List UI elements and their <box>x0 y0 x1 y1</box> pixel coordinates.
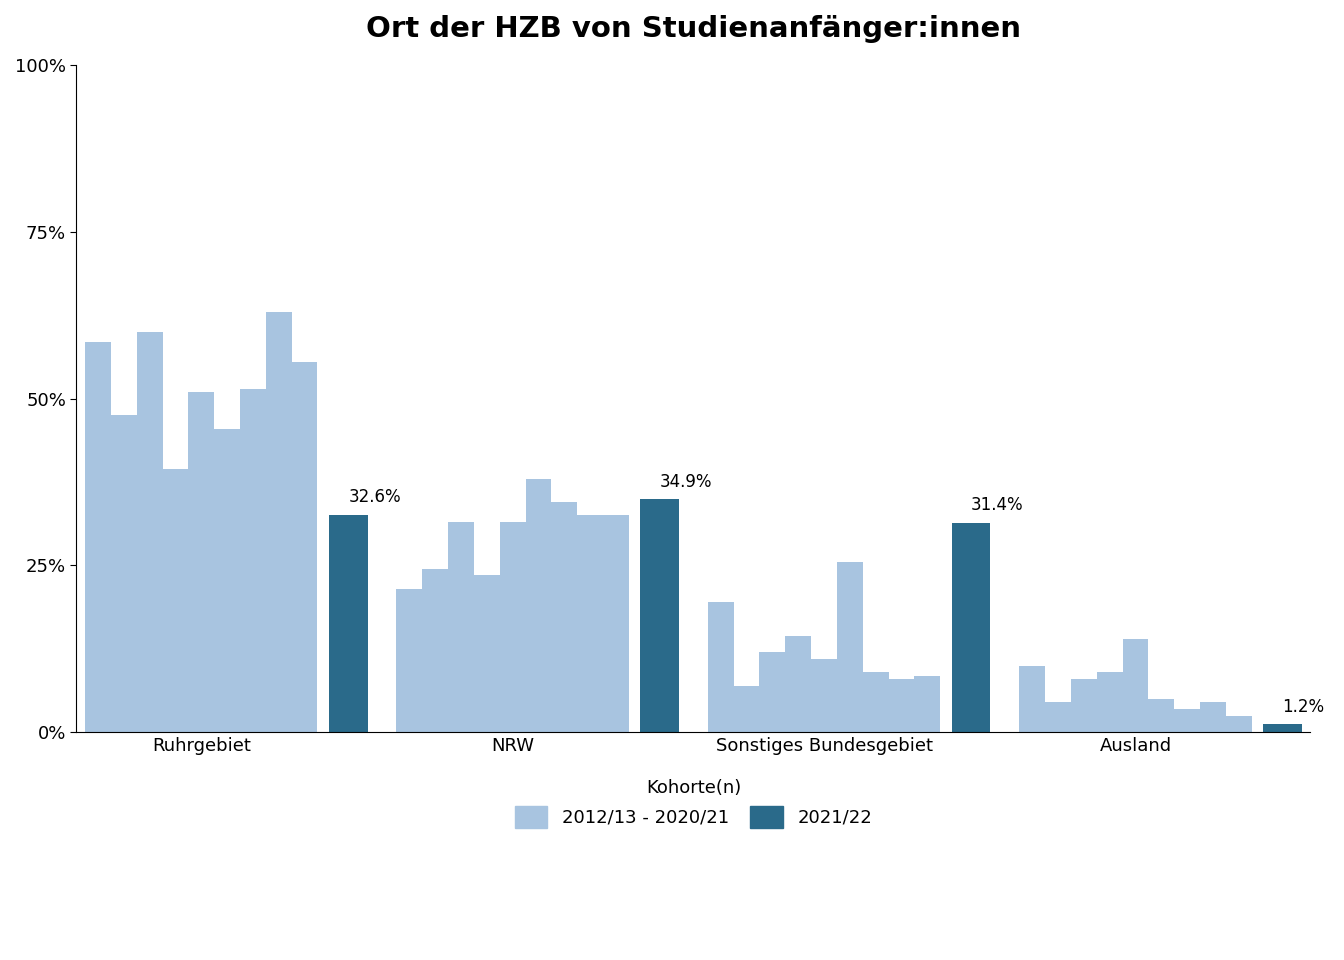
Bar <box>396 588 422 732</box>
Bar <box>1046 703 1071 732</box>
Bar <box>1097 672 1122 732</box>
Bar <box>1226 715 1251 732</box>
Bar <box>952 523 991 732</box>
Text: 32.6%: 32.6% <box>348 488 401 506</box>
Bar <box>1175 709 1200 732</box>
Bar <box>241 389 266 732</box>
Bar <box>188 392 214 732</box>
Bar <box>214 428 241 732</box>
Bar <box>110 416 137 732</box>
Legend: 2012/13 - 2020/21, 2021/22: 2012/13 - 2020/21, 2021/22 <box>505 770 882 837</box>
Bar <box>759 652 785 732</box>
Bar <box>551 502 577 732</box>
Text: 1.2%: 1.2% <box>1282 698 1325 715</box>
Bar <box>888 679 914 732</box>
Bar <box>1019 665 1046 732</box>
Bar <box>422 569 448 732</box>
Bar <box>785 636 812 732</box>
Bar <box>526 479 551 732</box>
Bar <box>1122 639 1148 732</box>
Bar <box>266 312 292 732</box>
Bar <box>734 685 759 732</box>
Bar <box>329 515 368 732</box>
Bar <box>708 602 734 732</box>
Bar <box>863 672 888 732</box>
Bar <box>603 516 629 732</box>
Bar <box>292 362 317 732</box>
Bar <box>812 659 837 732</box>
Bar <box>640 499 679 732</box>
Bar <box>837 563 863 732</box>
Bar <box>500 522 526 732</box>
Bar <box>448 522 474 732</box>
Text: 34.9%: 34.9% <box>660 472 712 491</box>
Bar <box>1071 679 1097 732</box>
Text: 31.4%: 31.4% <box>972 496 1024 514</box>
Bar <box>163 468 188 732</box>
Bar <box>1148 699 1175 732</box>
Bar <box>914 676 941 732</box>
Bar <box>1200 703 1226 732</box>
Bar <box>137 332 163 732</box>
Bar <box>577 516 603 732</box>
Bar <box>1263 725 1302 732</box>
Bar <box>85 342 110 732</box>
Title: Ort der HZB von Studienanfänger:innen: Ort der HZB von Studienanfänger:innen <box>366 15 1021 43</box>
Bar <box>474 575 500 732</box>
